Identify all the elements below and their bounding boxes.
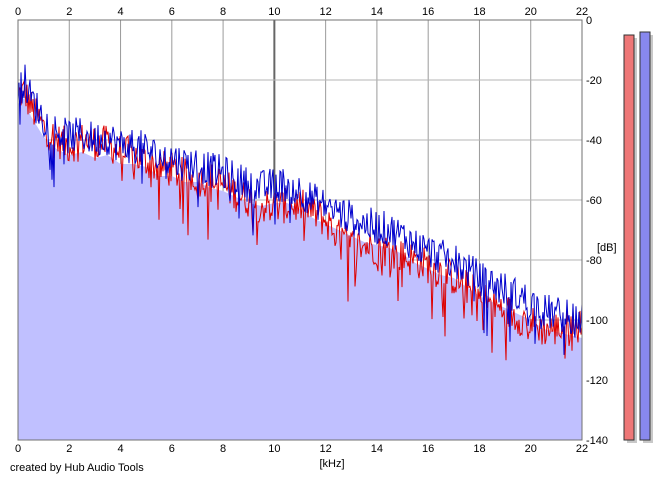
x-tick-label-top: 14 — [371, 6, 383, 18]
level-bar-1 — [623, 34, 635, 441]
x-tick-label-top: 2 — [66, 6, 72, 18]
y-tick-label: 0 — [586, 15, 592, 27]
plot-frame — [17, 19, 583, 441]
series-layer — [17, 64, 583, 440]
x-tick-label-bottom: 12 — [320, 443, 332, 455]
x-tick-label-bottom: 16 — [422, 443, 434, 455]
x-tick-label-bottom: 18 — [473, 443, 485, 455]
y-tick-label: -120 — [586, 375, 608, 387]
x-tick-label-bottom: 20 — [525, 443, 537, 455]
level-bar-2 — [639, 31, 651, 441]
x-tick-label-bottom: 2 — [66, 443, 72, 455]
x-tick-label-bottom: 8 — [220, 443, 226, 455]
x-tick-label-top: 6 — [169, 6, 175, 18]
x-tick-label-top: 0 — [15, 6, 21, 18]
x-tick-label-top: 4 — [117, 6, 123, 18]
x-tick-label-bottom: 4 — [117, 443, 123, 455]
credit-text: created by Hub Audio Tools — [10, 462, 144, 474]
x-tick-label-top: 20 — [525, 6, 537, 18]
x-tick-label-top: 16 — [422, 6, 434, 18]
y-ticks: 0 -20 -40 -60 -80 -100 -120 -140 — [586, 15, 608, 447]
x-tick-label-top: 22 — [576, 6, 588, 18]
x-ticks-bottom: 0 2 4 6 8 10 12 14 16 18 20 22 — [15, 443, 588, 455]
y-tick-label: -60 — [586, 195, 602, 207]
x-tick-label-bottom: 0 — [15, 443, 21, 455]
y-tick-label: -80 — [586, 255, 602, 267]
x-tick-label-bottom: 22 — [576, 443, 588, 455]
series-1-area — [18, 98, 582, 440]
y-axis-unit-label: [dB] — [597, 242, 617, 254]
x-tick-label-top: 8 — [220, 6, 226, 18]
series-1-line — [17, 64, 583, 355]
x-axis-unit-label: [kHz] — [319, 458, 344, 470]
x-tick-label-bottom: 10 — [268, 443, 280, 455]
x-tick-label-top: 10 — [268, 6, 280, 18]
y-tick-label: -100 — [586, 315, 608, 327]
y-tick-label: -40 — [586, 135, 602, 147]
y-tick-label: -140 — [586, 435, 608, 447]
level-meters — [623, 31, 653, 443]
x-tick-label-bottom: 14 — [371, 443, 383, 455]
y-tick-label: -20 — [586, 75, 602, 87]
x-tick-label-top: 18 — [473, 6, 485, 18]
x-tick-label-top: 12 — [320, 6, 332, 18]
x-tick-label-bottom: 6 — [169, 443, 175, 455]
x-ticks-top: 0 2 4 6 8 10 12 14 16 18 20 22 — [15, 6, 588, 18]
